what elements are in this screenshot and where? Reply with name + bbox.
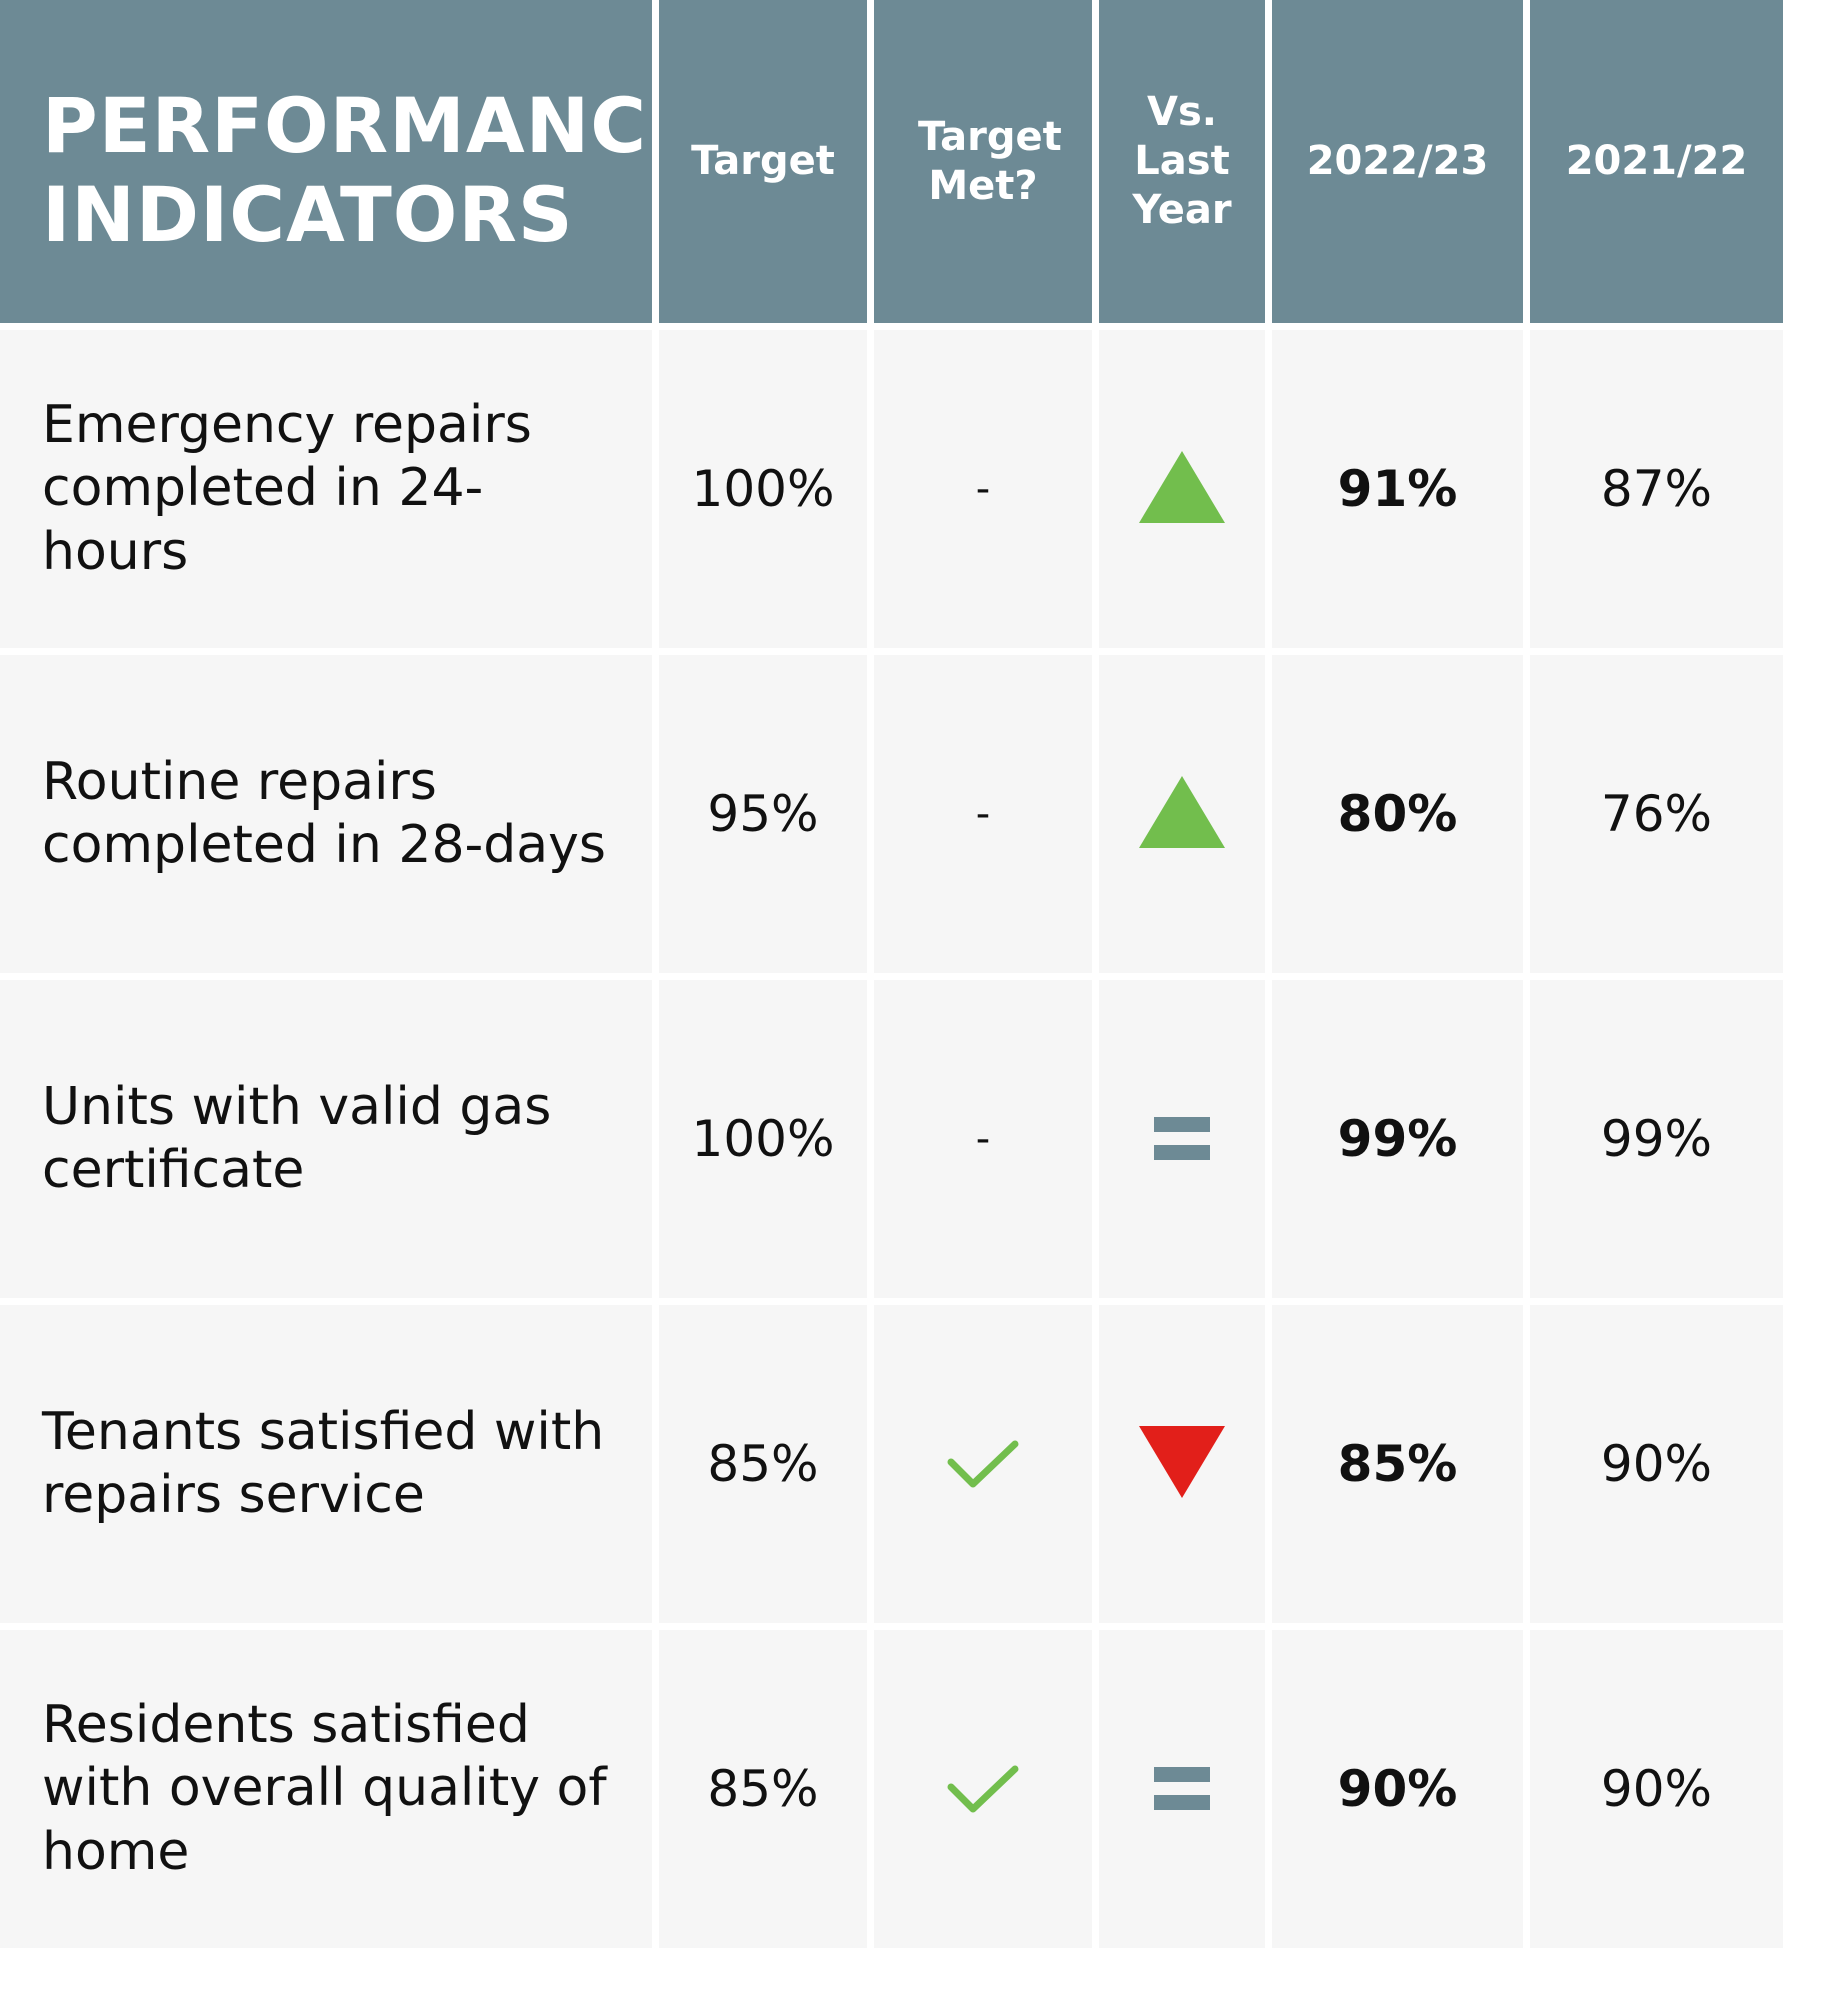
value-2022-23-cell: 91% bbox=[1272, 330, 1523, 648]
triangle-up-icon bbox=[1139, 451, 1225, 523]
triangle-up-icon bbox=[1139, 776, 1225, 848]
vs-last-year-cell bbox=[1099, 1630, 1265, 1948]
equals-bar-top bbox=[1154, 1117, 1210, 1132]
equals-icon bbox=[1154, 1767, 1210, 1810]
equals-bar-top bbox=[1154, 1767, 1210, 1782]
target-met-cell: - bbox=[874, 655, 1092, 973]
value-2022-23: 85% bbox=[1337, 1435, 1458, 1493]
target-value: 100% bbox=[691, 1110, 835, 1168]
value-2022-23-cell: 85% bbox=[1272, 1305, 1523, 1623]
target-cell: 95% bbox=[659, 655, 867, 973]
vs-last-year-cell bbox=[1099, 980, 1265, 1298]
equals-bar-bottom bbox=[1154, 1795, 1210, 1810]
target-value: 95% bbox=[707, 785, 819, 843]
target-met-cell bbox=[874, 1305, 1092, 1623]
value-2021-22: 90% bbox=[1600, 1760, 1713, 1818]
vs-last-year-cell bbox=[1099, 655, 1265, 973]
indicator-label: Tenants satisfied with repairs service bbox=[42, 1401, 605, 1525]
table-row: Routine repairs completed in 28-days 95% -… bbox=[0, 655, 1783, 973]
target-value: 85% bbox=[707, 1435, 819, 1493]
value-2021-22-cell: 90% bbox=[1530, 1630, 1783, 1948]
indicator-cell: Routine repairs completed in 28-days bbox=[0, 655, 652, 973]
value-2022-23-cell: 99% bbox=[1272, 980, 1523, 1298]
value-2021-22: 99% bbox=[1600, 1110, 1713, 1168]
triangle-down-shape bbox=[1139, 1426, 1225, 1498]
value-2022-23-cell: 90% bbox=[1272, 1630, 1523, 1948]
column-header-label: 2022/23 bbox=[1306, 138, 1489, 185]
value-2021-22: 87% bbox=[1600, 460, 1713, 518]
target-met-cell: - bbox=[874, 980, 1092, 1298]
column-header-3: Vs. Last Year bbox=[1099, 0, 1265, 323]
value-2021-22: 90% bbox=[1600, 1435, 1713, 1493]
check-icon bbox=[947, 1440, 1019, 1488]
indicator-cell: Emergency repairs completed in 24-hours bbox=[0, 330, 652, 648]
vs-last-year-cell bbox=[1099, 330, 1265, 648]
table-header: PERFORMANCE INDICATORS Target Target Met? V… bbox=[0, 0, 1783, 323]
value-2022-23: 80% bbox=[1337, 785, 1458, 843]
triangle-up-shape bbox=[1139, 451, 1225, 523]
indicator-label: Emergency repairs completed in 24-hours bbox=[42, 394, 532, 582]
value-2021-22: 76% bbox=[1600, 785, 1713, 843]
vs-last-year-cell bbox=[1099, 1305, 1265, 1623]
value-2021-22-cell: 87% bbox=[1530, 330, 1783, 648]
target-value: 85% bbox=[707, 1760, 819, 1818]
column-header-label: 2021/22 bbox=[1565, 138, 1748, 185]
value-2021-22-cell: 76% bbox=[1530, 655, 1783, 973]
target-cell: 85% bbox=[659, 1630, 867, 1948]
column-header-4: 2022/23 bbox=[1272, 0, 1523, 323]
target-cell: 100% bbox=[659, 330, 867, 648]
target-met-value: - bbox=[975, 791, 991, 837]
indicator-cell: Units with valid gas certificate bbox=[0, 980, 652, 1298]
column-header-1: Target bbox=[659, 0, 867, 323]
check-icon bbox=[947, 1765, 1019, 1813]
table-row: Emergency repairs completed in 24-hours 1… bbox=[0, 330, 1783, 648]
equals-bar-bottom bbox=[1154, 1145, 1210, 1160]
table-title: PERFORMANCE INDICATORS bbox=[42, 81, 700, 259]
value-2021-22-cell: 90% bbox=[1530, 1305, 1783, 1623]
value-2022-23-cell: 80% bbox=[1272, 655, 1523, 973]
target-cell: 85% bbox=[659, 1305, 867, 1623]
indicator-cell: Residents satisfied with overall quality… bbox=[0, 1630, 652, 1948]
target-met-cell: - bbox=[874, 330, 1092, 648]
value-2021-22-cell: 99% bbox=[1530, 980, 1783, 1298]
table-row: Tenants satisfied with repairs service 85… bbox=[0, 1305, 1783, 1623]
indicator-label: Routine repairs completed in 28-days bbox=[42, 751, 607, 875]
table-title-cell: PERFORMANCE INDICATORS bbox=[0, 0, 700, 323]
value-2022-23: 91% bbox=[1337, 460, 1458, 518]
target-value: 100% bbox=[691, 460, 835, 518]
target-met-value: - bbox=[975, 466, 991, 512]
triangle-up-shape bbox=[1139, 776, 1225, 848]
column-header-label: Target Met? bbox=[918, 113, 1062, 209]
column-header-5: 2021/22 bbox=[1530, 0, 1783, 323]
table-row: Units with valid gas certificate 100% - 99%… bbox=[0, 980, 1783, 1298]
target-met-value: - bbox=[975, 1116, 991, 1162]
target-cell: 100% bbox=[659, 980, 867, 1298]
column-header-label: Vs. Last Year bbox=[1132, 89, 1232, 233]
triangle-down-icon bbox=[1139, 1426, 1225, 1498]
value-2022-23: 99% bbox=[1337, 1110, 1458, 1168]
indicator-cell: Tenants satisfied with repairs service bbox=[0, 1305, 652, 1623]
target-met-cell bbox=[874, 1630, 1092, 1948]
table-row: Residents satisfied with overall quality… bbox=[0, 1630, 1783, 1948]
value-2022-23: 90% bbox=[1337, 1760, 1458, 1818]
equals-icon bbox=[1154, 1117, 1210, 1160]
column-header-label: Target bbox=[691, 138, 835, 185]
indicator-label: Residents satisfied with overall quality… bbox=[42, 1694, 607, 1882]
column-header-2: Target Met? bbox=[874, 0, 1092, 323]
indicator-label: Units with valid gas certificate bbox=[42, 1076, 552, 1200]
